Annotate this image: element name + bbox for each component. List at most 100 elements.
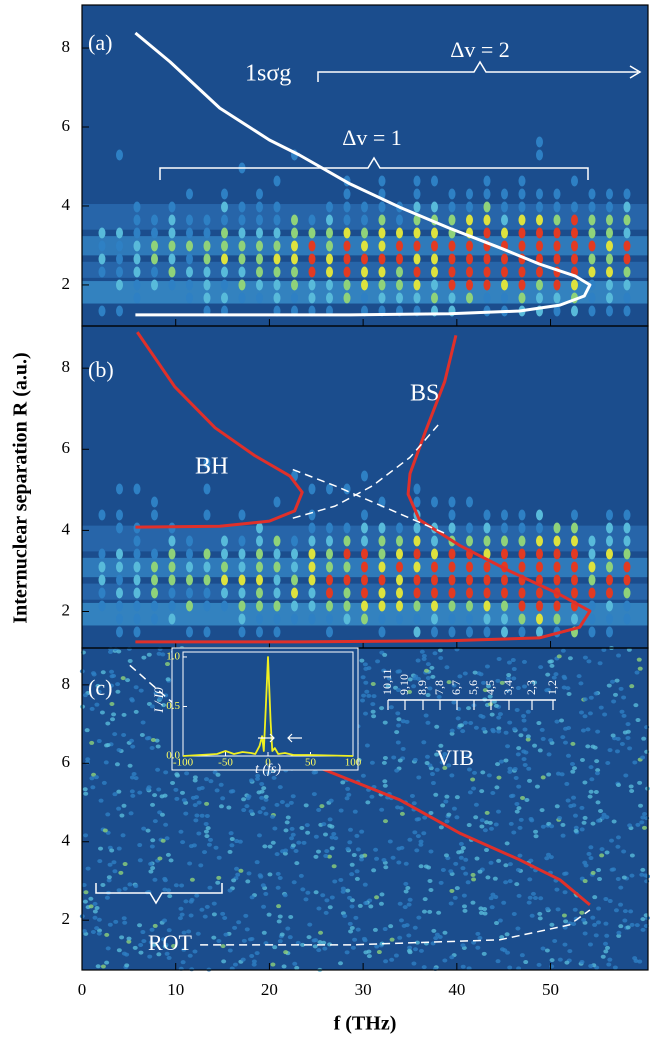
heatmap-speckle	[554, 804, 560, 809]
heatmap-speckle	[88, 896, 94, 901]
heatmap-blob	[221, 201, 228, 213]
heatmap-speckle	[425, 693, 431, 698]
heatmap-blob	[238, 509, 246, 521]
y-tick-label: 6	[62, 438, 71, 457]
heatmap-speckle	[291, 880, 297, 885]
heatmap-blob	[291, 587, 298, 599]
heatmap-speckle	[313, 890, 319, 895]
heatmap-speckle	[254, 860, 260, 865]
heatmap-speckle	[274, 852, 280, 857]
heatmap-blob	[203, 509, 211, 521]
heatmap-speckle	[187, 953, 193, 958]
heatmap-speckle	[382, 652, 388, 657]
heatmap-blob	[203, 279, 211, 291]
heatmap-speckle	[246, 794, 252, 799]
heatmap-speckle	[416, 915, 422, 920]
heatmap-speckle	[429, 772, 435, 777]
heatmap-speckle	[279, 799, 285, 804]
heatmap-speckle	[564, 781, 570, 786]
heatmap-speckle	[88, 904, 94, 909]
heatmap-speckle	[506, 673, 512, 678]
heatmap-speckle	[234, 866, 240, 871]
heatmap-speckle	[614, 749, 620, 754]
heatmap-speckle	[111, 673, 117, 678]
heatmap-speckle	[525, 734, 531, 739]
heatmap-blob	[553, 600, 561, 612]
heatmap-blob	[413, 201, 421, 213]
heatmap-speckle	[149, 745, 155, 750]
heatmap-speckle	[261, 904, 267, 909]
heatmap-speckle	[388, 924, 394, 929]
heatmap-speckle	[505, 688, 511, 693]
heatmap-blob	[413, 548, 421, 560]
heatmap-speckle	[493, 895, 499, 900]
heatmap-speckle	[510, 658, 516, 663]
heatmap-blob	[501, 227, 508, 239]
heatmap-speckle	[100, 882, 106, 887]
heatmap-speckle	[427, 909, 433, 914]
heatmap-blob	[238, 201, 246, 213]
heatmap-speckle	[181, 947, 187, 952]
heatmap-speckle	[481, 726, 487, 731]
heatmap-speckle	[633, 958, 639, 963]
heatmap-blob	[571, 227, 578, 239]
heatmap-speckle	[582, 714, 588, 719]
heatmap-blob	[606, 305, 613, 317]
heatmap-speckle	[545, 672, 551, 677]
heatmap-blob	[466, 496, 473, 508]
heatmap-speckle	[379, 807, 385, 812]
heatmap-blob	[273, 292, 281, 304]
panel-label: (b)	[88, 357, 114, 382]
heatmap-blob	[518, 561, 526, 573]
heatmap-blob	[256, 240, 263, 252]
heatmap-speckle	[187, 861, 193, 866]
heatmap-blob	[588, 587, 596, 599]
heatmap-blob	[448, 561, 456, 573]
heatmap-speckle	[640, 755, 646, 760]
heatmap-blob	[378, 522, 386, 534]
heatmap-speckle	[146, 652, 152, 657]
heatmap-speckle	[121, 916, 127, 921]
heatmap-speckle	[366, 954, 372, 959]
heatmap-blob	[98, 227, 106, 239]
heatmap-speckle	[487, 820, 493, 825]
heatmap-blob	[536, 535, 543, 547]
heatmap-speckle	[244, 804, 250, 809]
heatmap-speckle	[379, 892, 385, 897]
heatmap-speckle	[486, 773, 492, 778]
heatmap-blob	[151, 214, 158, 226]
heatmap-speckle	[465, 754, 471, 759]
heatmap-speckle	[126, 936, 132, 941]
heatmap-speckle	[482, 828, 488, 833]
heatmap-speckle	[99, 710, 105, 715]
heatmap-speckle	[241, 797, 247, 802]
heatmap-speckle	[340, 780, 346, 785]
heatmap-speckle	[157, 856, 163, 861]
heatmap-blob	[238, 253, 246, 265]
heatmap-speckle	[412, 830, 418, 835]
heatmap-blob	[378, 587, 386, 599]
heatmap-blob	[553, 214, 561, 226]
heatmap-speckle	[495, 959, 501, 964]
heatmap-blob	[168, 548, 176, 560]
heatmap-blob	[501, 626, 508, 638]
heatmap-blob	[98, 509, 106, 521]
heatmap-speckle	[563, 919, 569, 924]
heatmap-blob	[273, 227, 281, 239]
heatmap-speckle	[363, 680, 369, 685]
heatmap-speckle	[422, 815, 428, 820]
heatmap-speckle	[407, 677, 413, 682]
heatmap-blob	[606, 587, 613, 599]
heatmap-blob	[623, 613, 631, 625]
heatmap-blob	[588, 535, 596, 547]
heatmap-speckle	[180, 960, 186, 965]
heatmap-speckle	[183, 811, 189, 816]
heatmap-speckle	[551, 675, 557, 680]
heatmap-speckle	[468, 720, 474, 725]
heatmap-blob	[308, 574, 316, 586]
heatmap-speckle	[288, 800, 294, 805]
heatmap-blob	[448, 548, 456, 560]
curve	[135, 331, 304, 529]
heatmap-speckle	[95, 964, 101, 969]
heatmap-blob	[343, 613, 351, 625]
